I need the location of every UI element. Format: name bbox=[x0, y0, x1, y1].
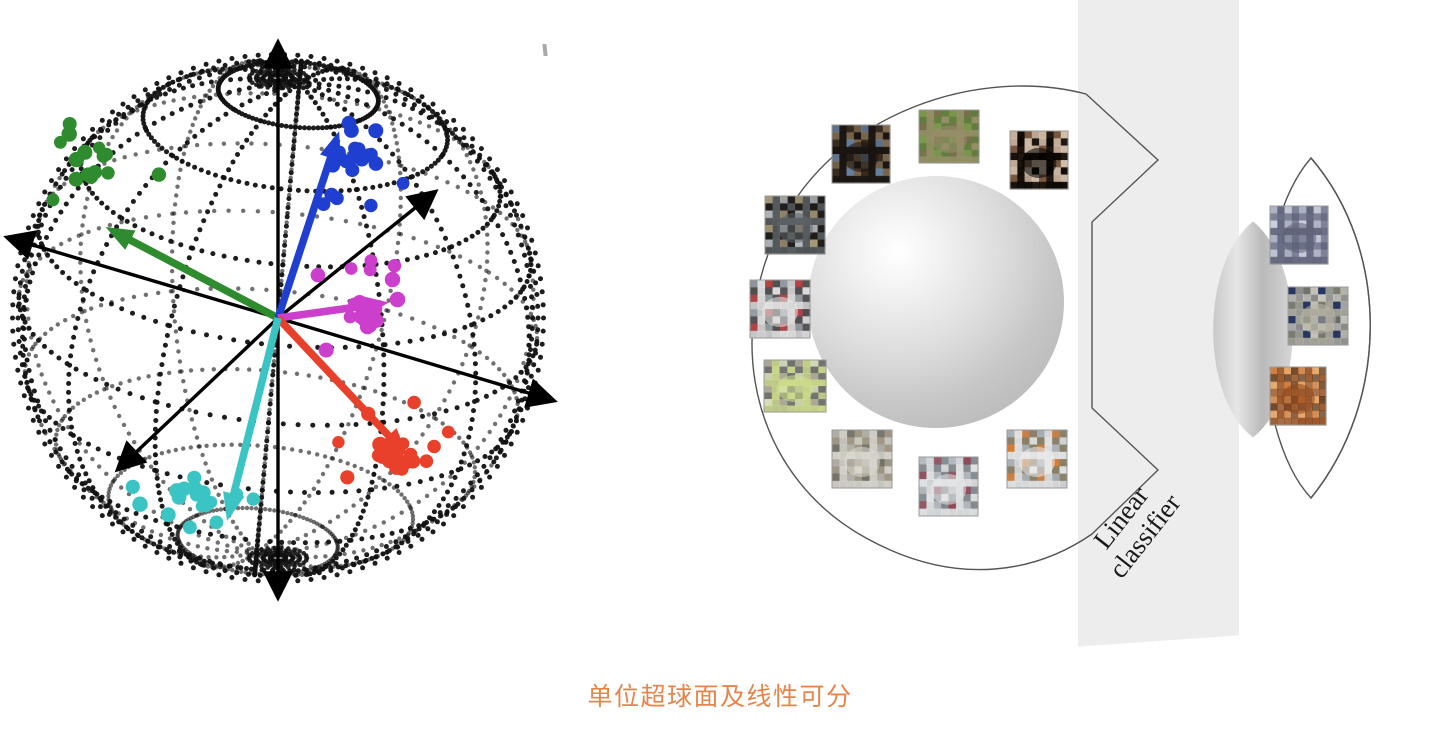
cyan-cluster-point bbox=[246, 492, 260, 506]
thumb-plane-jet bbox=[918, 456, 979, 517]
right-region-thumbnails bbox=[1269, 205, 1349, 426]
cyan-class-vector-head bbox=[223, 491, 245, 521]
axis-diag-down-left bbox=[114, 316, 280, 473]
dotted-sphere-wireframe bbox=[10, 52, 546, 584]
magenta-cluster-point bbox=[384, 271, 401, 288]
thumb-cat-tabby bbox=[1287, 286, 1349, 346]
magenta-cluster-point bbox=[387, 259, 402, 273]
sphere-with-class-images-and-linear-classifier: Linear classifier bbox=[600, 0, 1440, 670]
cyan-cluster-point bbox=[186, 480, 203, 497]
blue-cluster-point bbox=[396, 176, 410, 190]
thumb-car-white bbox=[749, 279, 811, 339]
blue-cluster-point bbox=[361, 148, 376, 163]
red-cluster-point bbox=[419, 454, 434, 469]
red-cluster-point bbox=[340, 470, 355, 485]
red-cluster-point bbox=[427, 439, 441, 454]
blue-class-vector-head bbox=[320, 131, 341, 162]
blue-class-vector bbox=[274, 137, 341, 320]
linear-classifier-plane bbox=[1078, 0, 1239, 647]
coordinate-axes bbox=[3, 38, 558, 602]
magenta-class-vector-head bbox=[359, 295, 389, 318]
cyan-cluster-point bbox=[132, 496, 148, 512]
cyan-cluster-point bbox=[174, 483, 189, 497]
positive-region-lens-outer bbox=[1310, 157, 1371, 499]
negative-region-outline bbox=[751, 85, 1160, 571]
green-cluster-point bbox=[68, 171, 84, 187]
thumb-cat-gray bbox=[1269, 205, 1329, 265]
axis-right bbox=[277, 316, 558, 408]
thumb-car-green bbox=[763, 359, 827, 413]
blue-cluster-point bbox=[341, 115, 357, 131]
left-region-thumbnails bbox=[749, 109, 1069, 517]
green-cluster-point bbox=[96, 149, 111, 163]
green-class-vector-head bbox=[105, 227, 136, 250]
green-cluster-point bbox=[68, 151, 85, 168]
red-cluster-point bbox=[332, 436, 345, 449]
magenta-cluster-point bbox=[318, 342, 334, 358]
red-cluster-point bbox=[441, 425, 455, 439]
thumb-dog-terrier bbox=[918, 109, 980, 164]
thumb-car-dark bbox=[764, 195, 826, 255]
axis-diag-up-right bbox=[276, 189, 439, 320]
class-point-clusters bbox=[46, 115, 455, 535]
thumb-dog-jack bbox=[1009, 130, 1069, 190]
blue-cluster-point bbox=[345, 163, 360, 178]
thumb-cat-orange bbox=[1269, 366, 1327, 426]
class-prototype-vectors bbox=[105, 131, 408, 521]
blue-cluster-point bbox=[368, 123, 384, 139]
axis-left bbox=[3, 230, 279, 320]
gray-sphere bbox=[808, 176, 1064, 428]
blue-cluster-point bbox=[348, 141, 362, 156]
green-cluster-point bbox=[61, 126, 77, 142]
green-cluster-point bbox=[101, 166, 115, 180]
magenta-cluster-point bbox=[364, 319, 377, 333]
thumb-plane-orange bbox=[1006, 429, 1068, 489]
cyan-cluster-point bbox=[209, 515, 224, 530]
figure-caption: 单位超球面及线性可分 bbox=[587, 682, 853, 711]
green-cluster-point bbox=[83, 169, 99, 184]
cyan-cluster-point bbox=[187, 470, 202, 485]
unit-hypersphere-embedding-plot bbox=[0, 0, 600, 640]
red-class-vector-head bbox=[380, 428, 408, 456]
red-cluster-point bbox=[405, 453, 421, 469]
green-cluster-point bbox=[151, 167, 167, 182]
blue-cluster-point bbox=[324, 187, 339, 202]
blue-cluster-point bbox=[364, 198, 378, 213]
red-cluster-point bbox=[371, 448, 386, 463]
magenta-cluster-point bbox=[344, 262, 358, 275]
cyan-cluster-point bbox=[183, 520, 197, 535]
magenta-cluster-point bbox=[310, 267, 326, 283]
red-class-vector bbox=[275, 315, 405, 453]
red-cluster-point bbox=[407, 395, 421, 410]
cyan-class-vector bbox=[225, 317, 282, 515]
cyan-cluster-point bbox=[160, 507, 176, 523]
thumb-dog-black bbox=[831, 124, 891, 184]
magenta-cluster-point bbox=[343, 310, 357, 324]
cyan-cluster-point bbox=[198, 498, 213, 513]
cyan-cluster-point bbox=[125, 479, 140, 494]
magenta-cluster-point bbox=[363, 263, 377, 277]
green-class-vector bbox=[110, 227, 280, 322]
magenta-cluster-point bbox=[389, 291, 406, 308]
red-cluster-point bbox=[395, 462, 409, 476]
red-cluster-point bbox=[389, 449, 404, 464]
thumb-plane-prop bbox=[831, 429, 893, 489]
green-cluster-point bbox=[46, 193, 60, 207]
